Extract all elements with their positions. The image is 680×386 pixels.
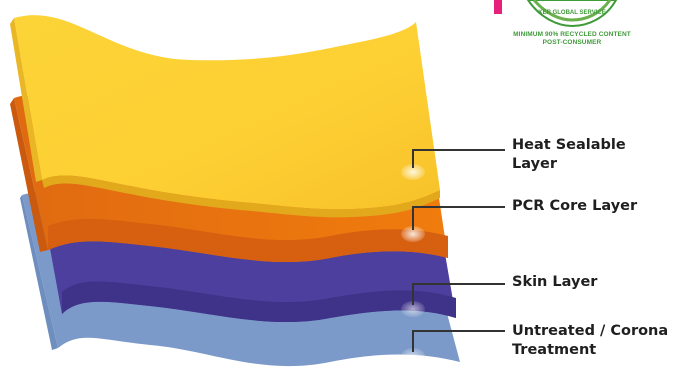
untreated-layer-edge xyxy=(20,195,58,350)
badge-line-1: MINIMUM 90% RECYCLED CONTENT xyxy=(513,31,631,38)
label-skin: Skin Layer xyxy=(512,273,597,292)
label-untreated-line-1: Untreated / Corona xyxy=(512,323,669,339)
recycled-seal-logo: KER GLOBAL SERVICE xyxy=(526,0,618,28)
heat-sealable-leader xyxy=(412,149,505,168)
label-pcr-core: PCR Core Layer xyxy=(512,197,637,216)
pcr-core-marker xyxy=(401,226,425,242)
skin-marker xyxy=(401,301,425,317)
badge-caption: MINIMUM 90% RECYCLED CONTENT POST-CONSUM… xyxy=(492,31,652,47)
accent-bar xyxy=(494,0,502,14)
heat-sealable-layer xyxy=(14,15,440,210)
pcr-core-layer-edge xyxy=(48,218,448,263)
untreated-leader xyxy=(412,330,505,352)
heat-sealable-layer-edge xyxy=(42,175,440,218)
label-skin-line-1: Skin Layer xyxy=(512,274,598,290)
label-untreated-line-2: Treatment xyxy=(512,342,597,358)
heat-sealable-layer-side xyxy=(10,18,42,182)
label-heat-sealable-line-1: Heat Sealable xyxy=(512,137,626,153)
pcr-core-leader xyxy=(412,206,505,230)
badge-line-2: POST-CONSUMER xyxy=(542,39,602,46)
skin-layer-edge xyxy=(62,281,456,323)
label-untreated: Untreated / Corona Treatment xyxy=(512,322,668,360)
label-pcr-core-line-1: PCR Core Layer xyxy=(512,198,638,214)
label-heat-sealable: Heat Sealable Layer xyxy=(512,136,626,174)
heat-sealable-marker xyxy=(401,164,425,180)
untreated-marker xyxy=(401,348,425,364)
badge-arc-text: KER GLOBAL SERVICE xyxy=(538,10,605,16)
pcr-core-layer-side xyxy=(10,98,48,252)
skin-leader xyxy=(412,283,505,305)
label-heat-sealable-line-2: Layer xyxy=(512,156,558,172)
